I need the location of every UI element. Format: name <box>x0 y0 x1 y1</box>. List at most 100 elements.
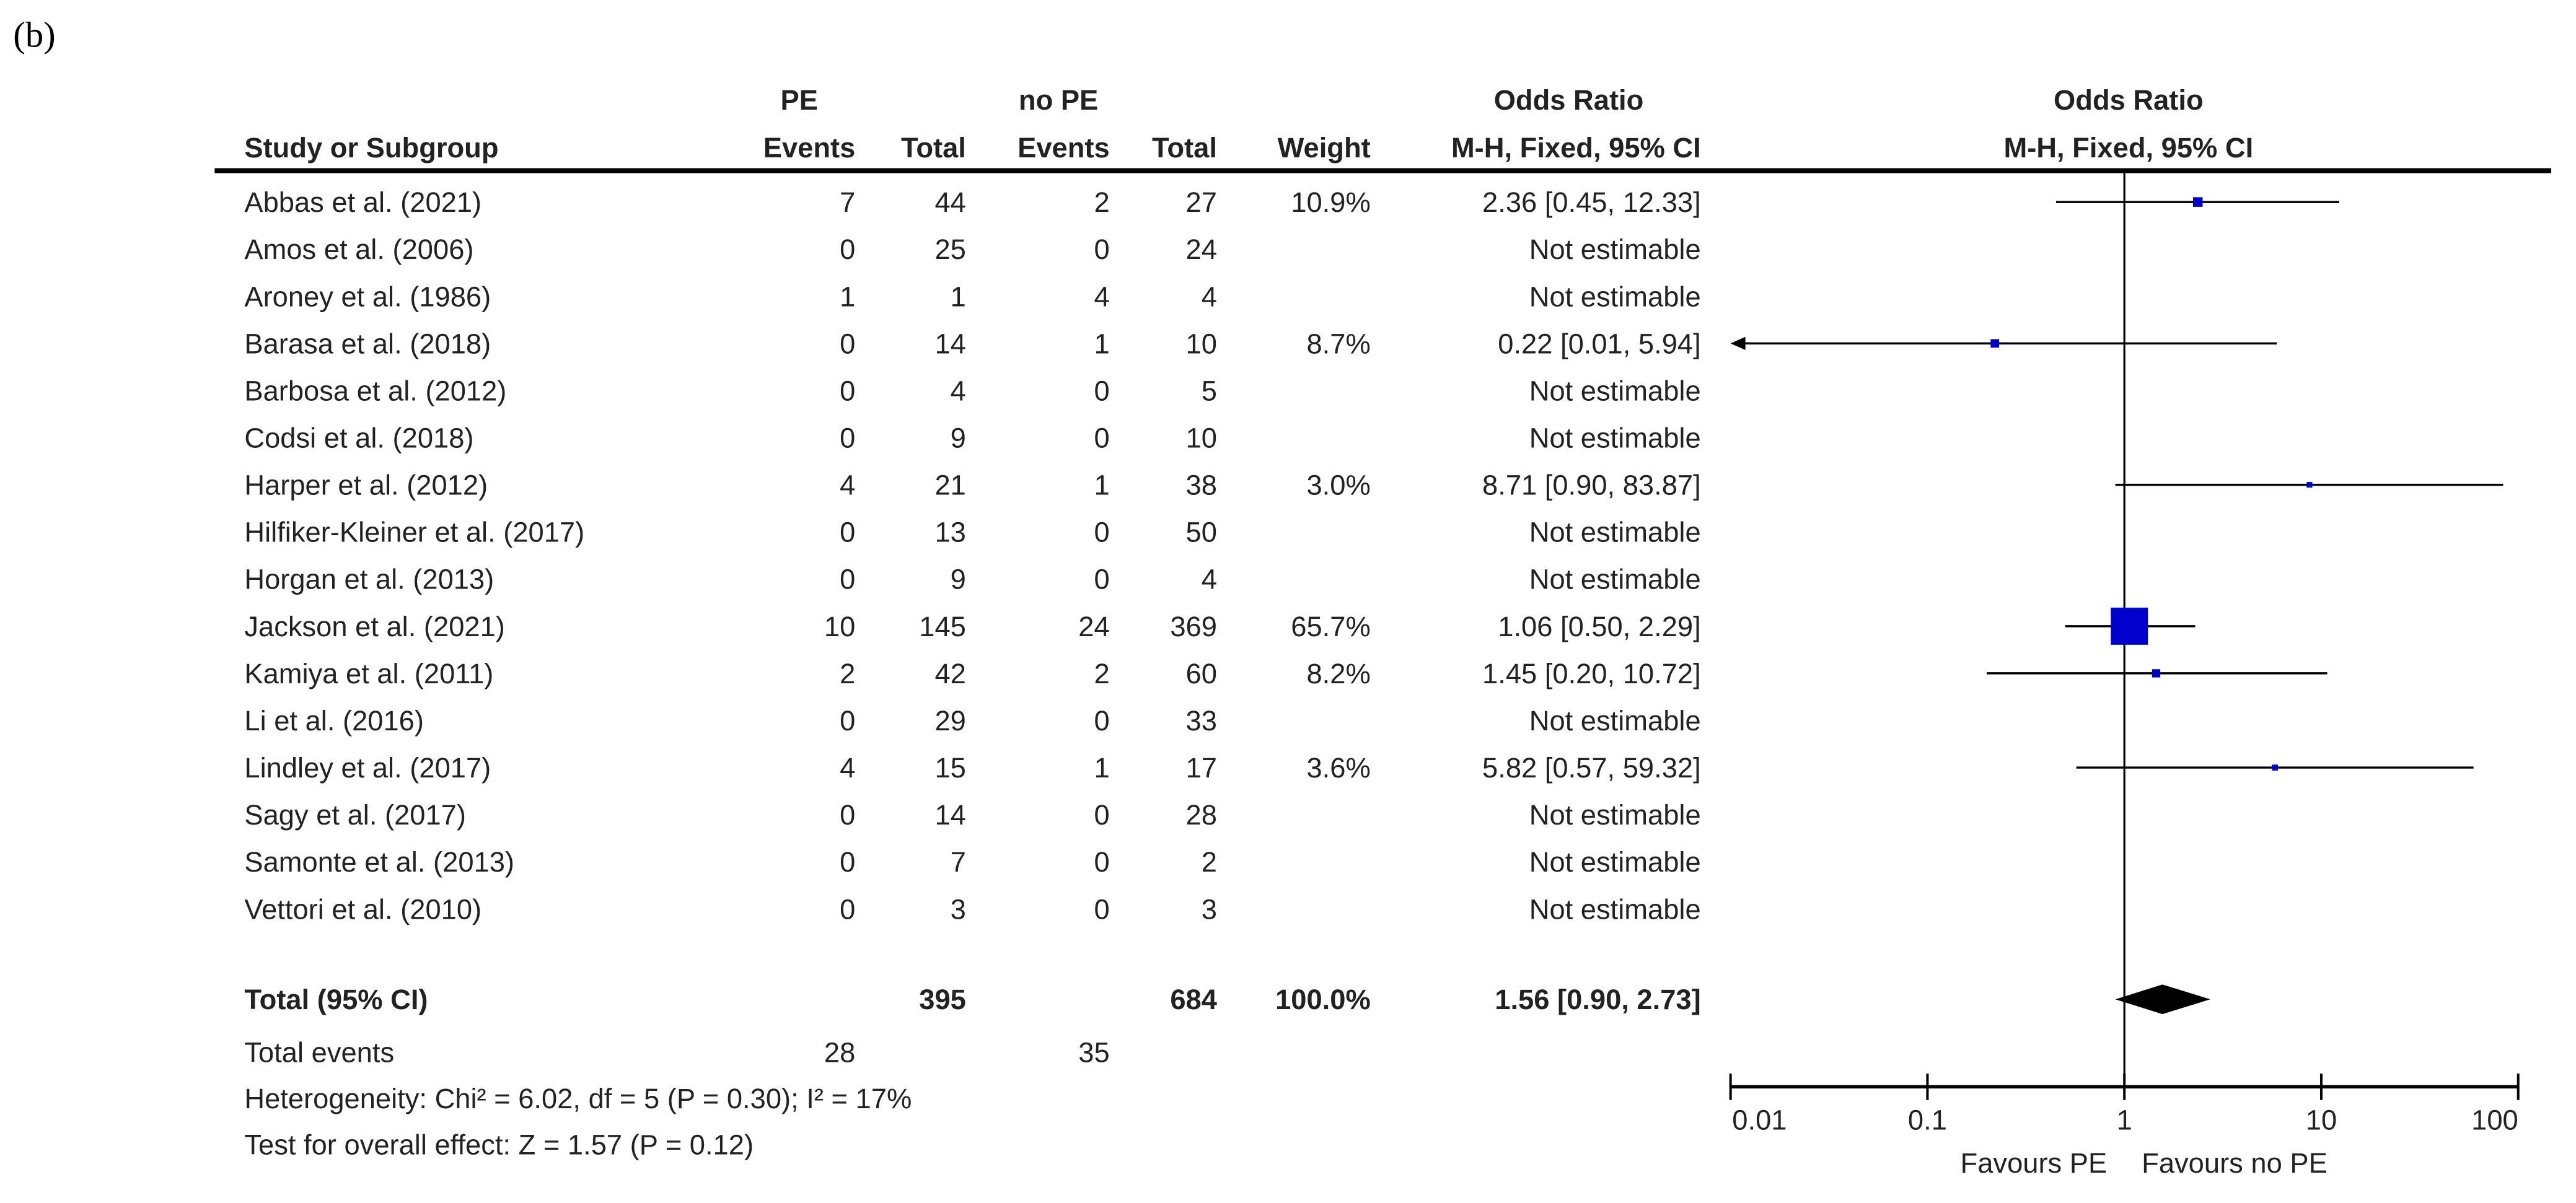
x-axis: 0.01 0.1 1 10 100 <box>1729 1074 2520 1136</box>
table-row: Amos et al. (2006) 0 25 0 24 Not estimable <box>244 234 1700 265</box>
axis-tick-label: 0.01 <box>1732 1105 1787 1136</box>
weight: 8.7% <box>1306 328 1370 359</box>
table-row: Lindley et al. (2017) 4 15 1 17 3.6% 5.82 [0.5… <box>244 752 1700 784</box>
header-group-pe: PE <box>781 84 818 116</box>
weight: 3.6% <box>1306 752 1370 784</box>
favours-left-label: Favours PE <box>1961 1147 2108 1179</box>
study-name: Horgan et al. (2013) <box>244 564 494 595</box>
table-row: Samonte et al. (2013) 0 7 0 2 Not estimable <box>244 846 1700 878</box>
total-events-pe: 28 <box>824 1036 855 1068</box>
nope-total: 4 <box>1202 564 1217 595</box>
plot-marks <box>1730 170 2503 1087</box>
pe-events: 0 <box>840 422 855 454</box>
study-name: Harper et al. (2012) <box>244 470 488 501</box>
pe-total: 21 <box>934 470 965 501</box>
nope-total: 33 <box>1186 705 1217 737</box>
nope-events: 0 <box>1094 564 1110 595</box>
pe-events: 0 <box>840 375 855 406</box>
pe-total: 9 <box>951 564 966 595</box>
table-row: Aroney et al. (1986) 1 1 4 4 Not estimable <box>244 281 1700 312</box>
table-row: Abbas et al. (2021) 7 44 2 27 10.9% 2.36 [0.45… <box>244 186 1700 218</box>
study-name: Vettori et al. (2010) <box>244 893 481 925</box>
header-weight: Weight <box>1278 132 1371 164</box>
nope-total: 38 <box>1186 470 1217 501</box>
nope-total: 10 <box>1186 422 1217 454</box>
study-name: Samonte et al. (2013) <box>244 846 514 878</box>
odds-ratio: Not estimable <box>1529 705 1701 737</box>
header-plot-method: M-H, Fixed, 95% CI <box>2003 132 2253 164</box>
odds-ratio: Not estimable <box>1529 375 1701 406</box>
nope-events: 0 <box>1094 799 1110 831</box>
study-name: Sagy et al. (2017) <box>244 799 466 831</box>
total-nope-n: 684 <box>1170 984 1217 1015</box>
header-or-column-title: Odds Ratio <box>1494 84 1644 116</box>
pe-total: 44 <box>934 186 965 218</box>
nope-events: 1 <box>1094 328 1110 359</box>
odds-ratio: 5.82 [0.57, 59.32] <box>1482 752 1701 784</box>
nope-total: 50 <box>1186 517 1217 548</box>
nope-total: 3 <box>1202 893 1217 925</box>
ci-arrow-left <box>1730 336 1746 351</box>
pe-events: 0 <box>840 893 855 925</box>
nope-events: 0 <box>1094 422 1110 454</box>
odds-ratio: Not estimable <box>1529 234 1701 265</box>
nope-total: 369 <box>1170 611 1217 642</box>
total-events-nope: 35 <box>1078 1036 1109 1068</box>
pe-events: 2 <box>840 658 855 689</box>
weight: 8.2% <box>1306 658 1370 689</box>
panel-label: (b) <box>13 15 55 55</box>
pe-total: 1 <box>951 281 966 312</box>
pe-total: 14 <box>934 799 965 831</box>
nope-total: 27 <box>1186 186 1217 218</box>
study-name: Abbas et al. (2021) <box>244 186 481 218</box>
odds-ratio: 2.36 [0.45, 12.33] <box>1482 186 1701 218</box>
study-name: Hilfiker-Kleiner et al. (2017) <box>244 517 584 548</box>
pe-events: 0 <box>840 517 855 548</box>
pe-total: 25 <box>934 234 965 265</box>
pe-total: 4 <box>951 375 966 406</box>
overall-effect-text: Test for overall effect: Z = 1.57 (P = 0… <box>244 1129 754 1161</box>
odds-ratio: Not estimable <box>1529 846 1701 878</box>
table-row: Jackson et al. (2021) 10 145 24 369 65.7% 1.06… <box>244 611 1700 642</box>
header-or-method: M-H, Fixed, 95% CI <box>1451 132 1701 164</box>
study-name: Lindley et al. (2017) <box>244 752 491 784</box>
study-marker <box>1990 339 2000 348</box>
heterogeneity-text: Heterogeneity: Chi² = 6.02, df = 5 (P = … <box>244 1083 912 1114</box>
odds-ratio: Not estimable <box>1529 517 1701 548</box>
nope-events: 0 <box>1094 375 1110 406</box>
pe-events: 7 <box>840 186 855 218</box>
header-pe-total: Total <box>901 132 966 164</box>
pe-events: 0 <box>840 846 855 878</box>
nope-events: 1 <box>1094 470 1110 501</box>
study-marker <box>2306 482 2313 488</box>
odds-ratio: Not estimable <box>1529 281 1701 312</box>
nope-events: 2 <box>1094 186 1110 218</box>
pe-events: 0 <box>840 705 855 737</box>
nope-total: 60 <box>1186 658 1217 689</box>
total-events-label: Total events <box>244 1036 394 1068</box>
study-name: Aroney et al. (1986) <box>244 281 491 312</box>
pe-events: 0 <box>840 799 855 831</box>
study-rows: Abbas et al. (2021) 7 44 2 27 10.9% 2.36 [0.45… <box>244 186 1700 925</box>
pe-total: 3 <box>951 893 966 925</box>
pe-total: 7 <box>951 846 966 878</box>
odds-ratio: 1.45 [0.20, 10.72] <box>1482 658 1701 689</box>
nope-events: 0 <box>1094 846 1110 878</box>
nope-events: 0 <box>1094 517 1110 548</box>
study-marker <box>2192 197 2203 207</box>
header-study: Study or Subgroup <box>244 132 498 164</box>
weight: 3.0% <box>1306 470 1370 501</box>
pe-total: 29 <box>934 705 965 737</box>
table-row: Sagy et al. (2017) 0 14 0 28 Not estimable <box>244 799 1700 831</box>
odds-ratio: 1.06 [0.50, 2.29] <box>1498 611 1700 642</box>
header-plot-title: Odds Ratio <box>2054 84 2204 116</box>
nope-events: 24 <box>1078 611 1109 642</box>
header-pe-events: Events <box>763 132 856 164</box>
pe-total: 13 <box>934 517 965 548</box>
odds-ratio: 0.22 [0.01, 5.94] <box>1498 328 1700 359</box>
table-row: Harper et al. (2012) 4 21 1 38 3.0% 8.71 [0.90… <box>244 470 1700 501</box>
odds-ratio: Not estimable <box>1529 799 1701 831</box>
table-row: Horgan et al. (2013) 0 9 0 4 Not estimable <box>244 564 1700 595</box>
study-name: Codsi et al. (2018) <box>244 422 473 454</box>
nope-total: 17 <box>1186 752 1217 784</box>
